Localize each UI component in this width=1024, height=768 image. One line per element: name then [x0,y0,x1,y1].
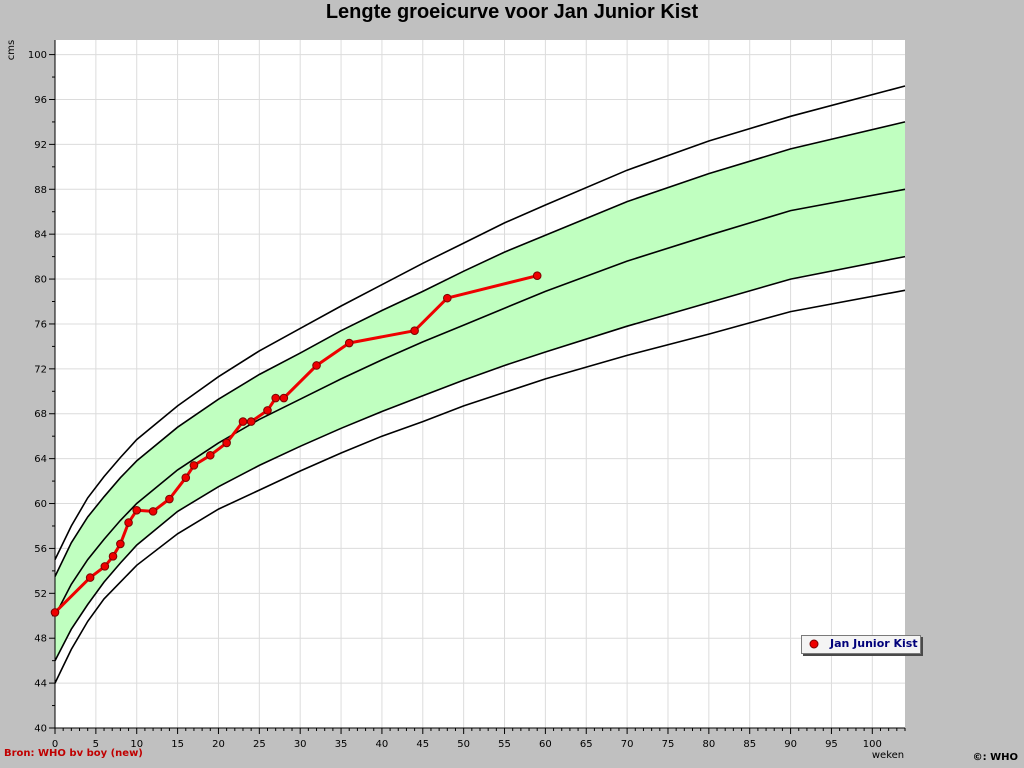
x-tick-label: 95 [825,739,838,750]
x-tick-label: 40 [376,739,389,750]
y-tick-label: 52 [34,589,47,600]
x-tick-label: 25 [253,739,266,750]
reference-curve-5 [54,85,906,560]
series-jan-junior-kist [50,271,542,617]
x-tick-label: 30 [294,739,307,750]
x-tick-label: 100 [863,739,882,750]
reference-curve-4 [54,121,906,577]
data-point [116,539,125,549]
y-tick-label: 76 [34,319,47,330]
x-tick-label: 75 [662,739,675,750]
data-point [238,417,248,426]
y-tick-label: 100 [28,50,47,61]
y-tick-label: 56 [34,544,47,555]
y-axis-label: cms [6,40,17,60]
x-tick-label: 85 [743,739,756,750]
reference-curve-1 [54,289,906,684]
reference-curve-3 [54,188,906,617]
x-tick-label: 0 [52,739,58,750]
y-tick-label: 84 [34,230,47,241]
copyright-label: ©: WHO [972,752,1018,763]
data-point [205,450,215,460]
y-tick-label: 44 [34,679,47,690]
source-label: Bron: WHO bv boy (new) [4,748,143,759]
data-point [124,518,133,527]
data-point [410,326,419,335]
axes: 40 44 48 52 56 60 64 68 72 76 80 84 88 92 96 100 0 5 10 15 2… [28,40,906,750]
reference-curve-2 [54,255,906,662]
x-tick-label: 60 [539,739,552,750]
y-tick-label: 80 [34,275,47,286]
legend: Jan Junior Kist [801,635,921,654]
data-point [50,608,60,617]
data-point [108,551,118,561]
data-point [100,562,110,571]
x-tick-label: 10 [130,739,143,750]
data-point [263,406,272,415]
reference-curves [54,85,906,684]
data-point [148,507,158,516]
y-tick-label: 64 [34,454,47,465]
x-tick-label: 50 [457,739,470,750]
data-point [165,494,174,504]
data-point [181,473,191,483]
y-tick-label: 96 [34,95,47,106]
data-point [443,293,452,303]
x-tick-label: 15 [171,739,184,750]
normal-range-band [55,121,905,661]
x-tick-label: 80 [702,739,715,750]
x-tick-label: 35 [335,739,348,750]
data-point [344,338,354,348]
data-point [189,461,199,470]
x-tick-label: 20 [212,739,225,750]
data-point [271,393,280,403]
y-tick-label: 40 [34,724,47,735]
data-point [312,361,321,370]
legend-label: Jan Junior Kist [830,637,918,650]
chart-title: Lengte groeicurve voor Jan Junior Kist [325,1,699,23]
x-axis-label: weken [872,750,904,761]
y-tick-label: 72 [34,364,47,375]
legend-swatch [809,639,819,649]
y-tick-label: 92 [34,140,47,151]
x-tick-label: 5 [93,739,99,750]
y-tick-label: 88 [34,185,47,196]
plot-area [55,40,905,728]
data-point [132,505,142,515]
data-point [246,417,256,426]
data-point [279,393,289,403]
x-tick-label: 70 [621,739,634,750]
data-point [85,573,95,582]
y-tick-label: 48 [34,634,47,645]
y-tick-label: 68 [34,409,47,420]
data-point [222,438,231,448]
x-tick-label: 65 [580,739,593,750]
x-tick-label: 45 [416,739,429,750]
x-tick-label: 90 [784,739,797,750]
data-point [532,271,542,280]
x-tick-label: 55 [498,739,511,750]
y-tick-label: 60 [34,499,47,510]
